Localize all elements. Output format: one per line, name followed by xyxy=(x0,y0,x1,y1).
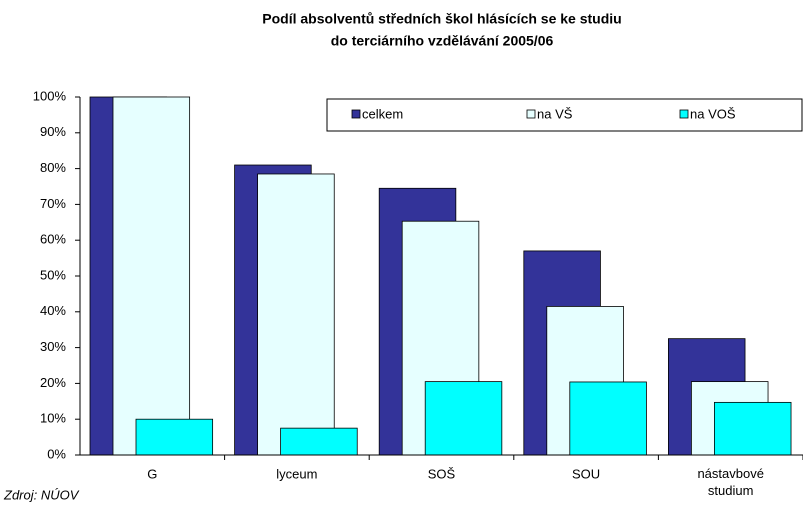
legend-swatch xyxy=(351,109,361,119)
legend-label: na VŠ xyxy=(537,106,573,121)
legend-label: na VOŠ xyxy=(690,106,736,121)
x-tick-label: SOU xyxy=(572,466,600,481)
y-tick-label: 60% xyxy=(40,232,66,247)
y-tick-label: 70% xyxy=(40,196,66,211)
y-tick-label: 20% xyxy=(40,375,66,390)
y-tick-label: 0% xyxy=(47,446,66,461)
bar xyxy=(280,427,358,456)
x-tick-label: nástavbové studium xyxy=(697,466,764,498)
bar xyxy=(135,418,214,456)
y-tick-label: 40% xyxy=(40,303,66,318)
bar xyxy=(714,401,792,456)
legend-label: celkem xyxy=(362,106,403,121)
legend-swatch xyxy=(526,109,536,119)
y-tick-label: 90% xyxy=(40,124,66,139)
y-tick-label: 80% xyxy=(40,160,66,175)
legend xyxy=(326,98,803,132)
source-note: Zdroj: NÚOV xyxy=(3,487,80,502)
x-tick-label: G xyxy=(147,466,157,481)
x-tick-label: lyceum xyxy=(276,466,317,481)
chart-title: do terciárního vzdělávání 2005/06 xyxy=(331,33,554,49)
bar xyxy=(569,381,647,456)
legend-swatch xyxy=(679,109,689,119)
bar xyxy=(257,173,335,456)
x-tick-label: SOŠ xyxy=(428,466,456,481)
y-tick-label: 10% xyxy=(40,411,66,426)
y-tick-label: 50% xyxy=(40,267,66,282)
y-tick-label: 100% xyxy=(33,88,67,103)
bar xyxy=(424,381,503,456)
chart-title: Podíl absolventů středních škol hlásícíc… xyxy=(262,11,621,27)
y-tick-label: 30% xyxy=(40,339,66,354)
bar xyxy=(112,96,191,456)
